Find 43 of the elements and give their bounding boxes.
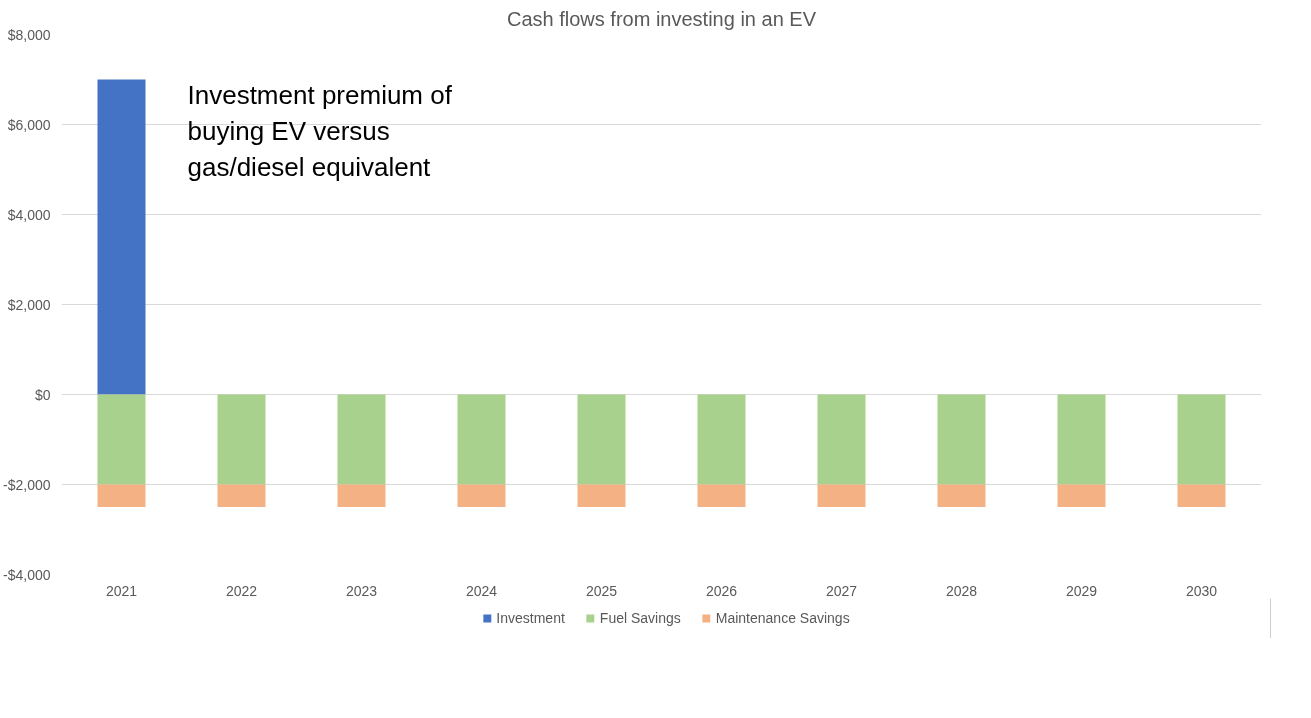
y-tick-label: -$4,000: [3, 566, 51, 583]
bar: [1177, 484, 1226, 507]
y-tick-label: $2,000: [7, 296, 51, 313]
bar: [457, 394, 506, 485]
bar: [1177, 394, 1226, 485]
x-tick-label: 2030: [1185, 582, 1218, 599]
bar: [217, 484, 266, 507]
bar: [817, 394, 866, 485]
bar: [697, 394, 746, 485]
y-tick-label: $4,000: [7, 206, 51, 223]
bar: [97, 79, 146, 395]
x-tick-label: 2025: [585, 582, 618, 599]
bar: [697, 484, 746, 507]
bar: [1057, 484, 1106, 507]
x-tick-label: 2026: [705, 582, 738, 599]
y-tick-label: $8,000: [7, 26, 51, 43]
bar: [817, 484, 866, 507]
bar: [97, 394, 146, 485]
bar: [937, 394, 986, 485]
x-tick-label: 2021: [105, 582, 138, 599]
x-tick-label: 2023: [345, 582, 378, 599]
bar: [1057, 394, 1106, 485]
bar: [937, 484, 986, 507]
chart-title: Cash flows from investing in an EV: [506, 7, 817, 30]
legend-label: Fuel Savings: [599, 610, 681, 626]
legend-label: Maintenance Savings: [715, 610, 850, 626]
y-tick-label: -$2,000: [3, 476, 51, 493]
bar: [97, 484, 146, 507]
y-tick-label: $0: [34, 386, 51, 403]
bar: [217, 394, 266, 485]
bar: [577, 484, 626, 507]
annotation: Investment premium of buying EV versus gas/diesel equivalent: [187, 79, 453, 182]
x-tick-label: 2028: [945, 582, 978, 599]
bar: [337, 394, 386, 485]
x-tick-label: 2029: [1065, 582, 1098, 599]
bar: [337, 484, 386, 507]
y-tick-label: $6,000: [7, 116, 51, 133]
x-tick-label: 2022: [225, 582, 258, 599]
x-tick-label: 2024: [465, 582, 498, 599]
bar: [577, 394, 626, 485]
legend-label: Investment: [496, 610, 565, 626]
x-tick-label: 2027: [825, 582, 858, 599]
bar: [457, 484, 506, 507]
